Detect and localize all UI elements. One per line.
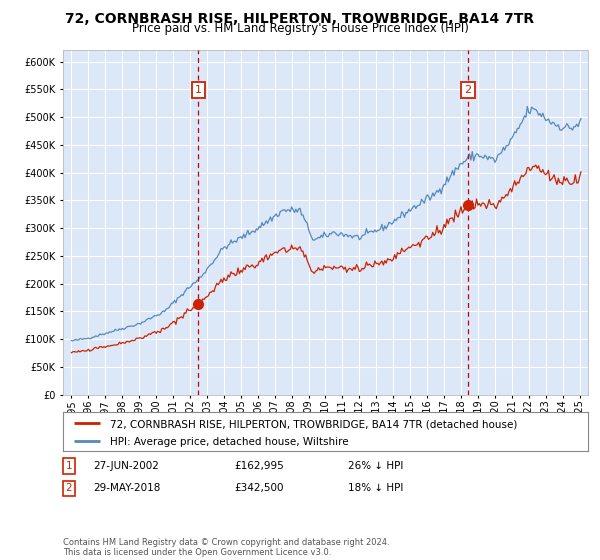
Text: 27-JUN-2002: 27-JUN-2002 — [93, 461, 159, 471]
Text: 72, CORNBRASH RISE, HILPERTON, TROWBRIDGE, BA14 7TR (detached house): 72, CORNBRASH RISE, HILPERTON, TROWBRIDG… — [110, 419, 518, 429]
Text: Price paid vs. HM Land Registry's House Price Index (HPI): Price paid vs. HM Land Registry's House … — [131, 22, 469, 35]
Text: 2: 2 — [464, 85, 472, 95]
Text: 72, CORNBRASH RISE, HILPERTON, TROWBRIDGE, BA14 7TR: 72, CORNBRASH RISE, HILPERTON, TROWBRIDG… — [65, 12, 535, 26]
Text: Contains HM Land Registry data © Crown copyright and database right 2024.
This d: Contains HM Land Registry data © Crown c… — [63, 538, 389, 557]
Text: £342,500: £342,500 — [234, 483, 284, 493]
Text: HPI: Average price, detached house, Wiltshire: HPI: Average price, detached house, Wilt… — [110, 437, 349, 447]
Text: 1: 1 — [65, 461, 73, 471]
Text: £162,995: £162,995 — [234, 461, 284, 471]
Text: 1: 1 — [195, 85, 202, 95]
Text: 29-MAY-2018: 29-MAY-2018 — [93, 483, 160, 493]
Text: 26% ↓ HPI: 26% ↓ HPI — [348, 461, 403, 471]
Text: 2: 2 — [65, 483, 73, 493]
Text: 18% ↓ HPI: 18% ↓ HPI — [348, 483, 403, 493]
